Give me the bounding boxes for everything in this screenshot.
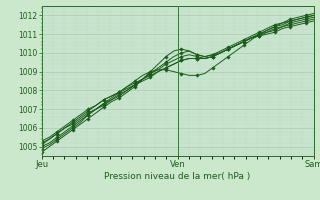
X-axis label: Pression niveau de la mer( hPa ): Pression niveau de la mer( hPa ) xyxy=(104,172,251,181)
